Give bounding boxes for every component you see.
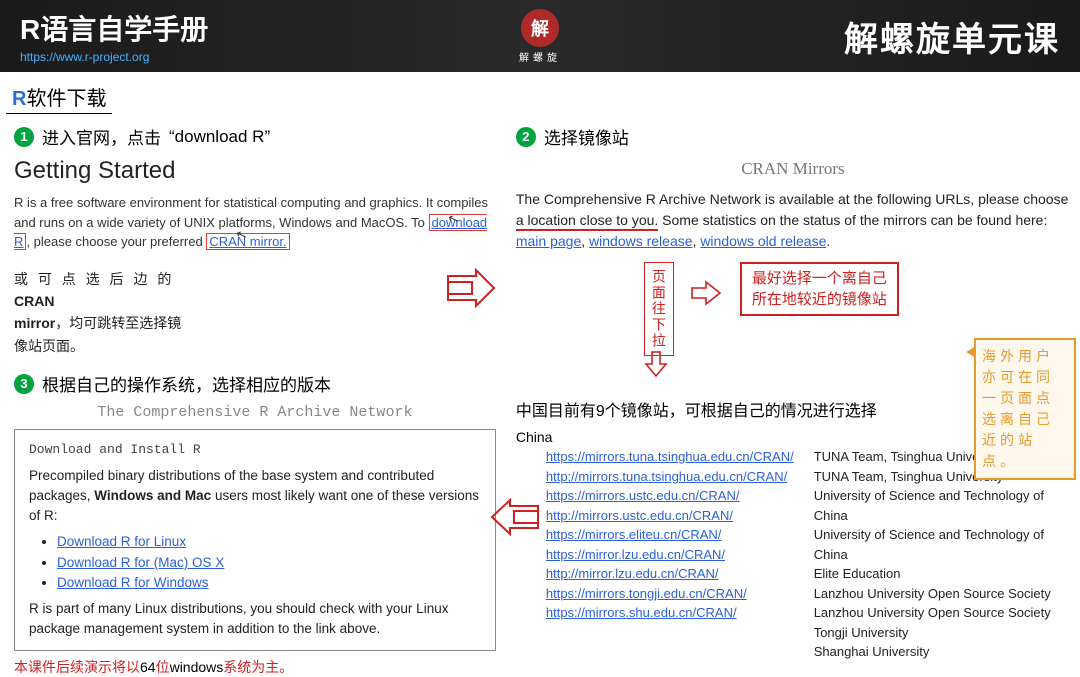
mirror-name: Elite Education <box>814 564 1070 584</box>
cran-mirrors-heading: CRAN Mirrors <box>516 159 1070 179</box>
p2-red: a location close to you. <box>516 212 658 231</box>
content-columns: 1 进入官网，点击 “download R” Getting Started R… <box>0 114 1080 677</box>
install-p1b: Windows and Mac <box>94 488 211 503</box>
tip-line1: 最好选择一个离自己 <box>752 268 887 289</box>
mirror-name: Lanzhou University Open Source Society <box>814 584 1070 604</box>
subtitle-rest: 软件下载 <box>26 88 106 110</box>
install-box-heading: Download and Install R <box>29 440 481 460</box>
seal-icon: 解 <box>521 9 559 47</box>
mirror-url-link[interactable]: https://mirrors.eliteu.cn/CRAN/ <box>546 527 722 542</box>
mirror-url-link[interactable]: https://mirrors.tuna.tsinghua.edu.cn/CRA… <box>546 449 794 464</box>
arrow-right-icon <box>446 268 496 308</box>
dl-windows-link[interactable]: Download R for Windows <box>57 575 209 590</box>
header-logo: 解 解螺旋 <box>510 6 570 66</box>
header-url-link[interactable]: https://www.r-project.org <box>20 50 149 64</box>
page-subtitle: R软件下载 <box>0 72 1080 114</box>
mirror-url-link[interactable]: https://mirrors.ustc.edu.cn/CRAN/ <box>546 488 740 503</box>
install-box: Download and Install R Precompiled binar… <box>14 429 496 651</box>
header-left: R语言自学手册 https://www.r-project.org <box>20 8 510 64</box>
getting-started-heading: Getting Started <box>14 157 496 185</box>
dl-linux-link[interactable]: Download R for Linux <box>57 534 186 549</box>
getting-started-text: R is a free software environment for sta… <box>14 193 496 252</box>
step1-head: 1 进入官网，点击 “download R” <box>14 124 496 149</box>
mirror-name: Lanzhou University Open Source Society <box>814 603 1070 623</box>
step2-paragraph: The Comprehensive R Archive Network is a… <box>516 189 1070 252</box>
gs-text-b: , please choose your preferred <box>26 234 206 249</box>
step3-label: 根据自己的操作系统，选择相应的版本 <box>42 371 331 396</box>
header-title-right: 解螺旋单元课 <box>570 12 1060 61</box>
subtitle-r: R <box>12 88 26 110</box>
main-page-link[interactable]: main page <box>516 233 581 249</box>
bottom-note: 本课件后续演示将以64位windows系统为主。 <box>14 657 496 677</box>
win-old-release-link[interactable]: windows old release <box>700 233 826 249</box>
step1-number: 1 <box>14 127 34 147</box>
header-bar: R语言自学手册 https://www.r-project.org 解 解螺旋 … <box>0 0 1080 72</box>
step2-number: 2 <box>516 127 536 147</box>
header-title-left: R语言自学手册 <box>20 8 510 48</box>
step1-label-quote: “download R” <box>169 127 270 147</box>
left-column: 1 进入官网，点击 “download R” Getting Started R… <box>14 120 496 677</box>
mirror-url-link[interactable]: http://mirrors.ustc.edu.cn/CRAN/ <box>546 508 733 523</box>
side-note-overseas: 海外用户亦可在同一页面点选离自己近的站点。 <box>974 338 1076 480</box>
step3-number: 3 <box>14 374 34 394</box>
p2a: The Comprehensive R Archive Network is a… <box>516 191 1069 207</box>
step1-label-pre: 进入官网，点击 <box>42 124 161 149</box>
download-links-list: Download R for Linux Download R for (Mac… <box>57 532 481 593</box>
win-release-link[interactable]: windows release <box>589 233 693 249</box>
p2b: Some statistics on the status of the mir… <box>658 212 1047 228</box>
step2-label: 选择镜像站 <box>544 124 629 149</box>
mirror-url-link[interactable]: https://mirrors.tongji.edu.cn/CRAN/ <box>546 586 747 601</box>
step1-note: 或 可 点 选 后 边 的 CRAN mirror，均可跳转至选择镜 像站页面。 <box>14 268 194 358</box>
mirror-url-link[interactable]: http://mirrors.tuna.tsinghua.edu.cn/CRAN… <box>546 469 787 484</box>
mirror-name: University of Science and Technology of … <box>814 525 1070 564</box>
install-p2: R is part of many Linux distributions, y… <box>29 599 481 640</box>
step3-head: 3 根据自己的操作系统，选择相应的版本 <box>14 371 496 396</box>
cran-archive-heading: The Comprehensive R Archive Network <box>14 404 496 421</box>
scroll-down-note: 页面往下拉 <box>644 262 674 356</box>
arrow-down-icon <box>644 352 668 378</box>
seal-subtext: 解螺旋 <box>519 49 561 64</box>
step2-head: 2 选择镜像站 <box>516 124 1070 149</box>
mirror-url-link[interactable]: https://mirror.lzu.edu.cn/CRAN/ <box>546 547 725 562</box>
dl-mac-link[interactable]: Download R for (Mac) OS X <box>57 555 224 570</box>
mirror-name: Shanghai University <box>814 642 1070 662</box>
tip-line2: 所在地较近的镜像站 <box>752 289 887 310</box>
mirror-name: Tongji University <box>814 623 1070 643</box>
mirror-url-link[interactable]: http://mirror.lzu.edu.cn/CRAN/ <box>546 566 719 581</box>
mirror-name: University of Science and Technology of … <box>814 486 1070 525</box>
gs-text-a: R is a free software environment for sta… <box>14 195 488 230</box>
mirror-url-link[interactable]: https://mirrors.shu.edu.cn/CRAN/ <box>546 605 737 620</box>
arrow-right-small-icon <box>692 278 722 308</box>
arrow-left-icon <box>490 500 540 534</box>
tip-box: 最好选择一个离自己 所在地较近的镜像站 <box>740 262 899 316</box>
